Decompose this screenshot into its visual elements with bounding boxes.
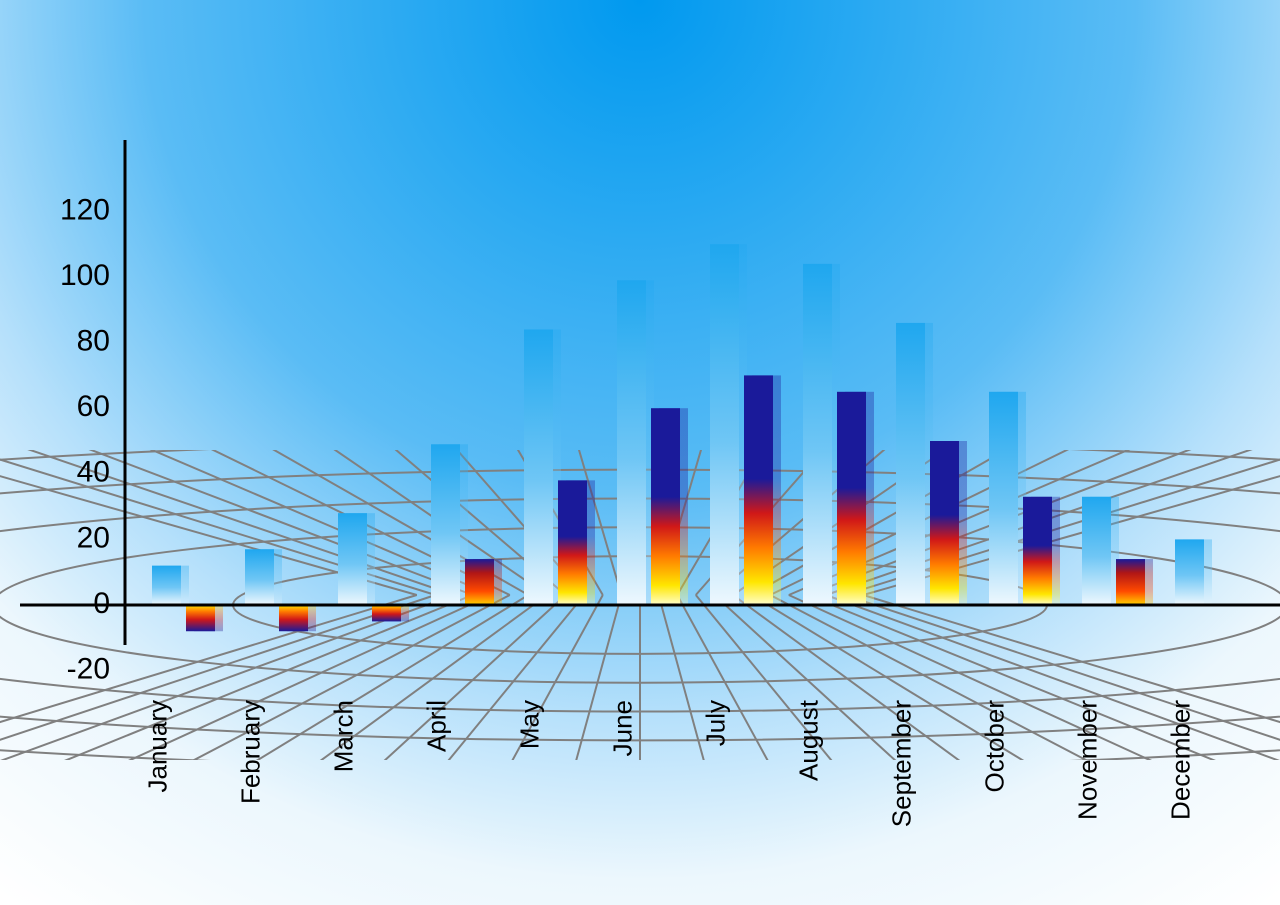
bar-a-6 [710,244,739,605]
bar-b-2 [372,605,401,621]
bar-a-4 [524,329,553,605]
bar-a-10 [1082,497,1111,605]
y-tick-label: 60 [77,390,110,423]
x-tick-label: February [236,700,266,804]
y-tick-label: 120 [60,193,110,226]
x-tick-label: March [329,700,359,772]
x-tick-label: September [887,700,917,828]
bar-b-4 [558,480,587,605]
bar-b-10 [1116,559,1145,605]
x-tick-label: August [794,699,824,781]
bar-a-11 [1175,539,1204,605]
bar-a-5 [617,280,646,605]
y-tick-label: 40 [77,456,110,489]
x-tick-label: June [608,700,638,756]
x-tick-label: January [143,700,173,793]
bar-b-9 [1023,497,1052,605]
y-tick-label: 20 [77,521,110,554]
bar-b-6 [744,375,773,605]
bar-b-5 [651,408,680,605]
y-tick-label: 0 [93,587,110,620]
bar-a-1 [245,549,274,605]
bar-b-3 [465,559,494,605]
y-tick-label: -20 [67,653,110,686]
y-tick-label: 80 [77,325,110,358]
bar-a-9 [989,392,1018,605]
bar-a-7 [803,264,832,605]
bar-a-0 [152,566,181,605]
x-tick-label: May [515,700,545,749]
bar-a-8 [896,323,925,605]
bar-b-1 [279,605,308,631]
monthly-bar-chart: -20 0 20 40 60 80 100 120 January February March Ap… [0,0,1280,905]
chart-stage: -20 0 20 40 60 80 100 120 January February March Ap… [0,0,1280,905]
x-tick-label: October [980,700,1010,793]
bar-b-8 [930,441,959,605]
x-tick-label: November [1073,700,1103,820]
bar-a-2 [338,513,367,605]
bar-b-0 [186,605,215,631]
y-tick-label: 100 [60,259,110,292]
bar-b-7 [837,392,866,605]
bar-a-3 [431,444,460,605]
x-tick-label: December [1166,700,1196,820]
x-tick-label: April [422,700,452,752]
x-tick-label: July [701,700,731,746]
